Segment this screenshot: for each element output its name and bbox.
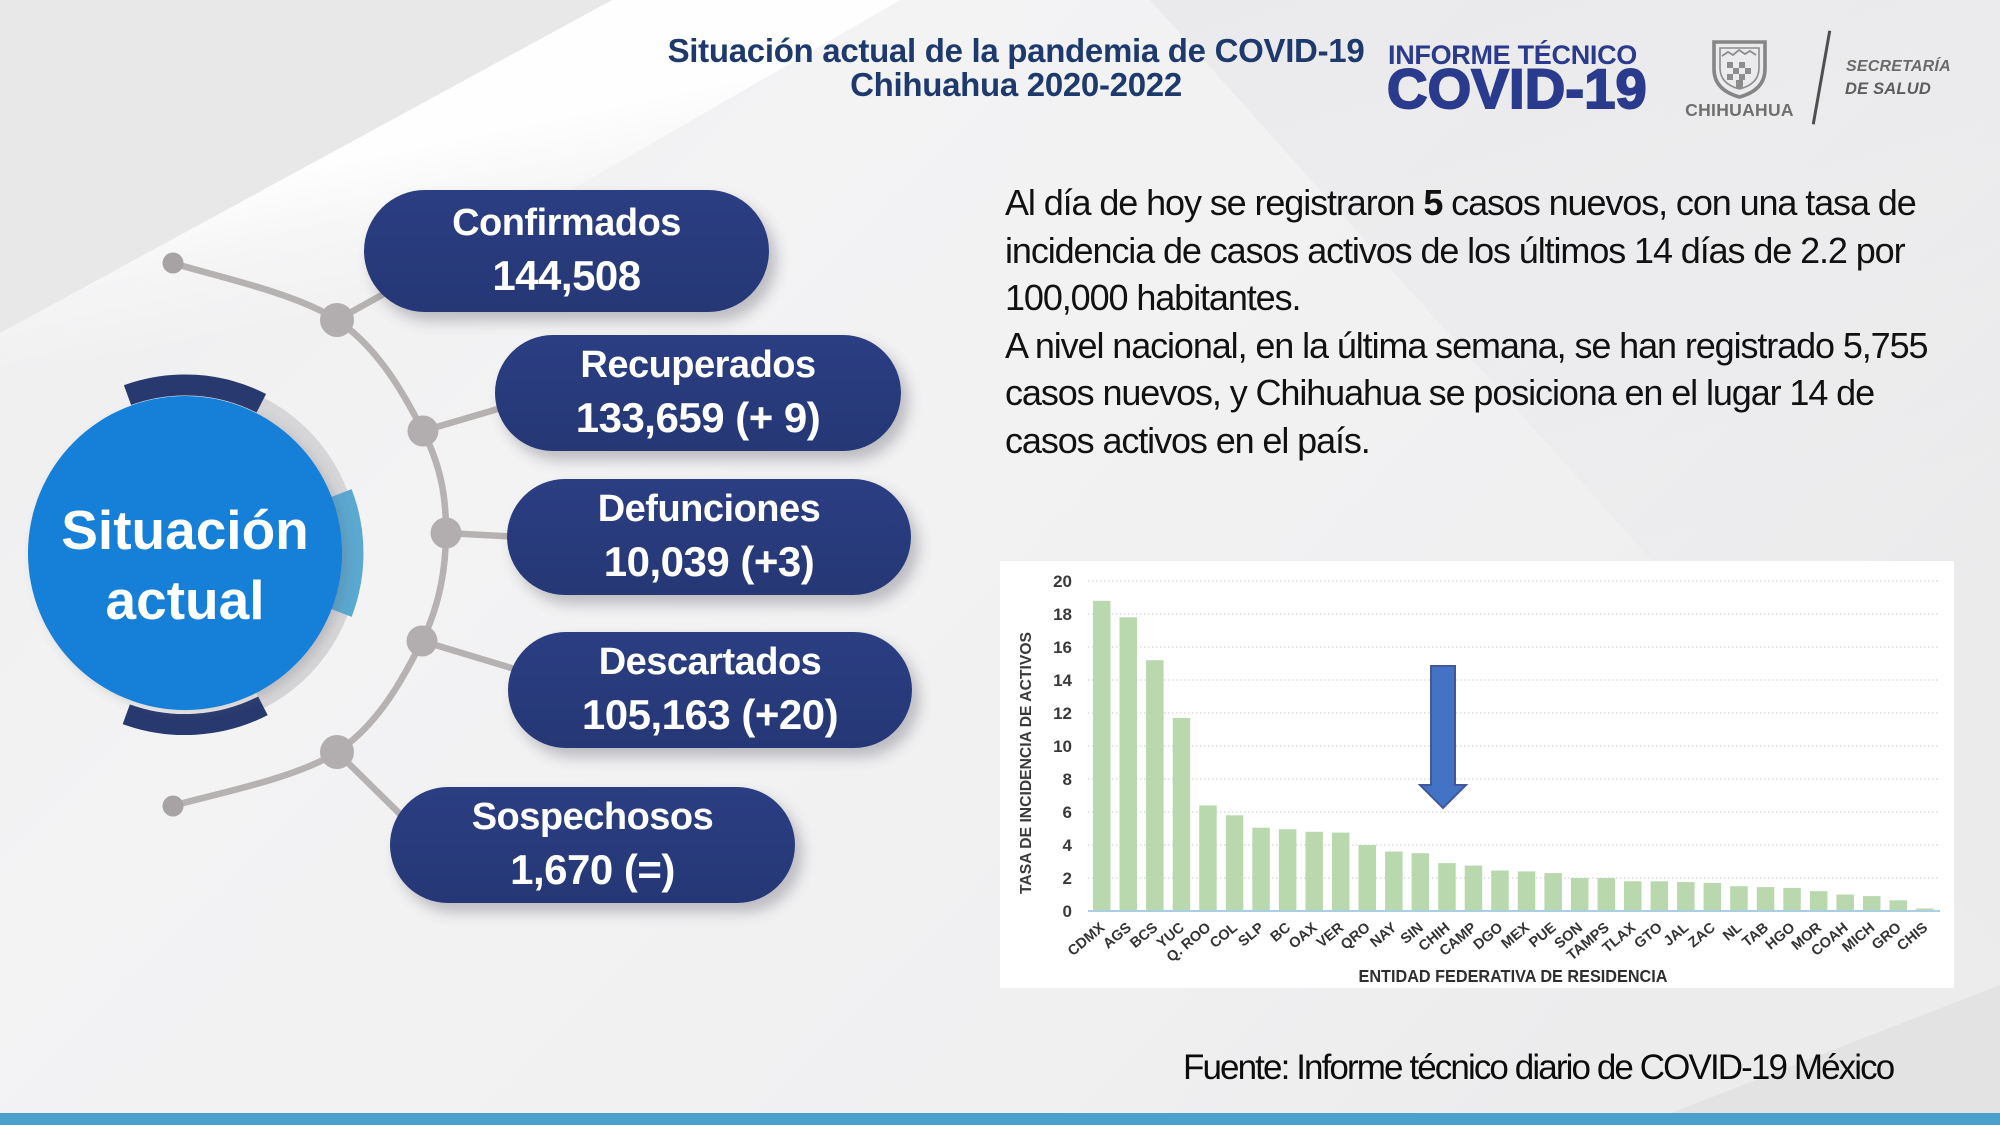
svg-text:0: 0: [1063, 902, 1072, 921]
svg-text:14: 14: [1053, 671, 1072, 690]
svg-text:PUE: PUE: [1526, 920, 1559, 952]
svg-text:HGO: HGO: [1763, 920, 1799, 953]
svg-text:COL: COL: [1207, 920, 1241, 952]
svg-text:TASA DE INCIDENCIA DE ACTIVOS: TASA DE INCIDENCIA DE ACTIVOS: [1018, 632, 1035, 894]
svg-text:ZAC: ZAC: [1686, 919, 1720, 951]
svg-text:CHIS: CHIS: [1894, 920, 1931, 955]
svg-text:BCS: BCS: [1127, 920, 1161, 952]
svg-text:4: 4: [1063, 836, 1073, 855]
svg-text:16: 16: [1053, 638, 1072, 657]
svg-text:6: 6: [1063, 803, 1072, 822]
svg-text:10: 10: [1053, 737, 1072, 756]
svg-text:8: 8: [1063, 770, 1072, 789]
svg-text:SLP: SLP: [1235, 920, 1267, 951]
svg-text:20: 20: [1053, 572, 1072, 591]
svg-text:GTO: GTO: [1632, 920, 1666, 952]
svg-text:MEX: MEX: [1499, 920, 1534, 953]
svg-text:QRO: QRO: [1338, 920, 1374, 953]
svg-text:18: 18: [1053, 605, 1072, 624]
svg-text:JAL: JAL: [1661, 920, 1692, 950]
svg-text:DGO: DGO: [1471, 920, 1507, 953]
svg-text:ENTIDAD FEDERATIVA DE RESIDENC: ENTIDAD FEDERATIVA DE RESIDENCIA: [1359, 966, 1668, 986]
svg-text:2: 2: [1063, 869, 1072, 888]
svg-text:AGS: AGS: [1100, 920, 1135, 953]
svg-text:OAX: OAX: [1286, 920, 1321, 953]
svg-text:NAY: NAY: [1367, 920, 1400, 951]
svg-text:12: 12: [1053, 704, 1072, 723]
